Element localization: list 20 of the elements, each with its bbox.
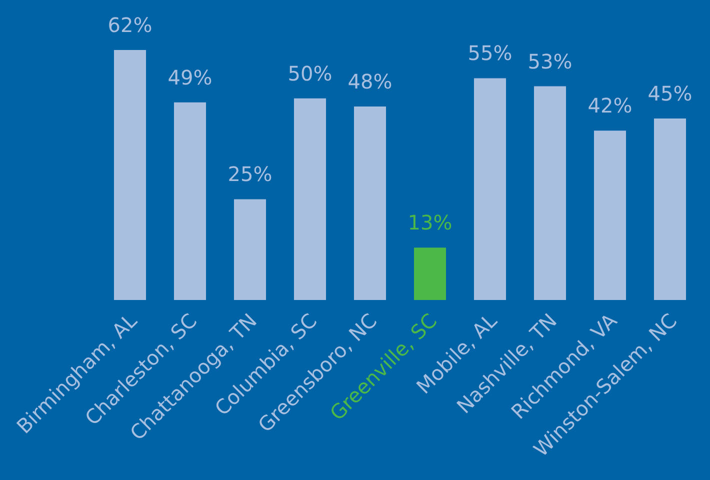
bar [114, 50, 146, 300]
bar [474, 78, 506, 300]
bar [174, 102, 206, 300]
bar [534, 86, 566, 300]
data-label: 53% [528, 49, 572, 74]
data-label: 48% [348, 69, 392, 94]
data-label: 49% [168, 65, 212, 90]
data-label: 13% [408, 210, 452, 235]
data-label: 50% [288, 61, 332, 86]
data-label: 62% [108, 13, 152, 37]
bar [234, 199, 266, 300]
bar [654, 118, 686, 300]
bar [354, 106, 386, 300]
bar [594, 130, 626, 300]
bar [294, 98, 326, 300]
data-label: 45% [648, 82, 692, 106]
data-label: 55% [468, 41, 512, 66]
data-label: 25% [228, 162, 272, 186]
bar [414, 248, 446, 300]
data-label: 42% [588, 94, 632, 118]
